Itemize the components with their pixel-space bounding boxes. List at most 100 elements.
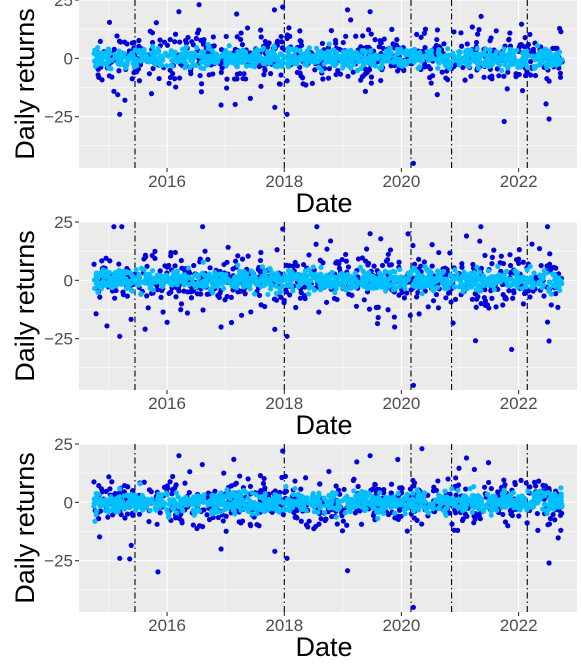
data-point: [450, 320, 456, 326]
data-point: [168, 48, 174, 54]
data-point: [150, 268, 156, 274]
data-point: [436, 494, 442, 500]
data-point: [514, 47, 520, 53]
data-point: [355, 256, 362, 262]
data-point: [410, 490, 416, 496]
data-point: [388, 481, 395, 487]
data-point: [235, 262, 241, 268]
data-point: [405, 270, 411, 276]
data-point: [169, 57, 175, 63]
data-point: [126, 494, 132, 500]
data-point: [519, 88, 526, 94]
data-point: [274, 38, 281, 44]
data-point: [155, 45, 161, 52]
data-point: [372, 37, 378, 43]
data-point: [119, 54, 125, 60]
data-point: [474, 46, 480, 52]
data-point: [228, 294, 234, 300]
data-point: [361, 493, 367, 500]
data-point: [206, 516, 213, 523]
data-point: [332, 37, 339, 43]
data-point: [228, 55, 234, 61]
data-point: [218, 102, 224, 108]
data-point: [93, 511, 99, 518]
data-point: [195, 280, 201, 286]
data-point: [262, 485, 268, 491]
data-point: [547, 495, 553, 502]
data-point: [300, 261, 307, 268]
data-point: [360, 58, 366, 65]
data-point: [91, 50, 97, 57]
data-point: [209, 492, 215, 499]
data-point: [128, 502, 134, 508]
data-point: [91, 501, 98, 507]
data-point: [520, 259, 526, 265]
data-point: [345, 56, 351, 62]
data-point: [170, 269, 177, 275]
data-point: [455, 487, 461, 493]
data-point: [262, 508, 268, 514]
data-point: [402, 495, 408, 501]
data-point: [175, 59, 181, 65]
data-point: [477, 516, 483, 522]
data-point: [414, 31, 420, 37]
data-point: [371, 263, 377, 269]
data-point: [547, 50, 553, 56]
data-point: [379, 262, 386, 269]
data-point: [174, 509, 180, 516]
data-point: [455, 482, 462, 488]
data-point: [311, 509, 317, 515]
data-point: [286, 25, 292, 31]
data-point: [447, 250, 453, 256]
data-point: [116, 68, 122, 74]
data-point: [435, 506, 442, 512]
data-point: [183, 60, 189, 66]
data-point: [523, 501, 529, 508]
data-point: [445, 290, 452, 296]
data-point: [155, 287, 161, 293]
data-point: [142, 326, 148, 332]
data-point: [517, 497, 523, 503]
data-point: [260, 480, 267, 487]
data-point: [109, 281, 115, 288]
data-point: [285, 506, 291, 512]
data-point: [199, 461, 205, 468]
data-point: [149, 30, 156, 36]
data-point: [106, 19, 113, 25]
data-point: [442, 488, 448, 494]
data-point: [358, 521, 365, 527]
data-point: [166, 290, 172, 297]
y-tick-label: 25: [54, 0, 73, 10]
data-point: [488, 35, 494, 41]
data-point: [234, 56, 240, 62]
data-point: [141, 56, 147, 62]
data-point: [436, 249, 442, 256]
data-point: [510, 490, 516, 496]
data-point: [167, 479, 173, 485]
data-point: [457, 49, 463, 55]
data-point: [287, 292, 293, 298]
data-point: [189, 497, 196, 504]
data-point: [489, 261, 495, 267]
data-point: [445, 476, 451, 482]
data-point: [443, 295, 449, 301]
data-point: [344, 568, 351, 574]
data-point: [257, 257, 264, 264]
data-point: [427, 48, 434, 55]
data-point: [524, 507, 530, 513]
data-point: [140, 279, 146, 285]
data-point: [367, 284, 373, 291]
data-point: [507, 30, 513, 36]
data-point: [228, 319, 235, 326]
data-point: [284, 78, 290, 84]
data-point: [129, 40, 135, 46]
data-point: [332, 278, 338, 284]
data-point: [475, 31, 481, 37]
data-point: [172, 31, 179, 37]
data-point: [181, 282, 187, 288]
data-point: [419, 521, 425, 527]
data-point: [452, 267, 458, 273]
data-point: [164, 42, 171, 48]
data-point: [541, 293, 547, 299]
data-point: [126, 53, 133, 59]
